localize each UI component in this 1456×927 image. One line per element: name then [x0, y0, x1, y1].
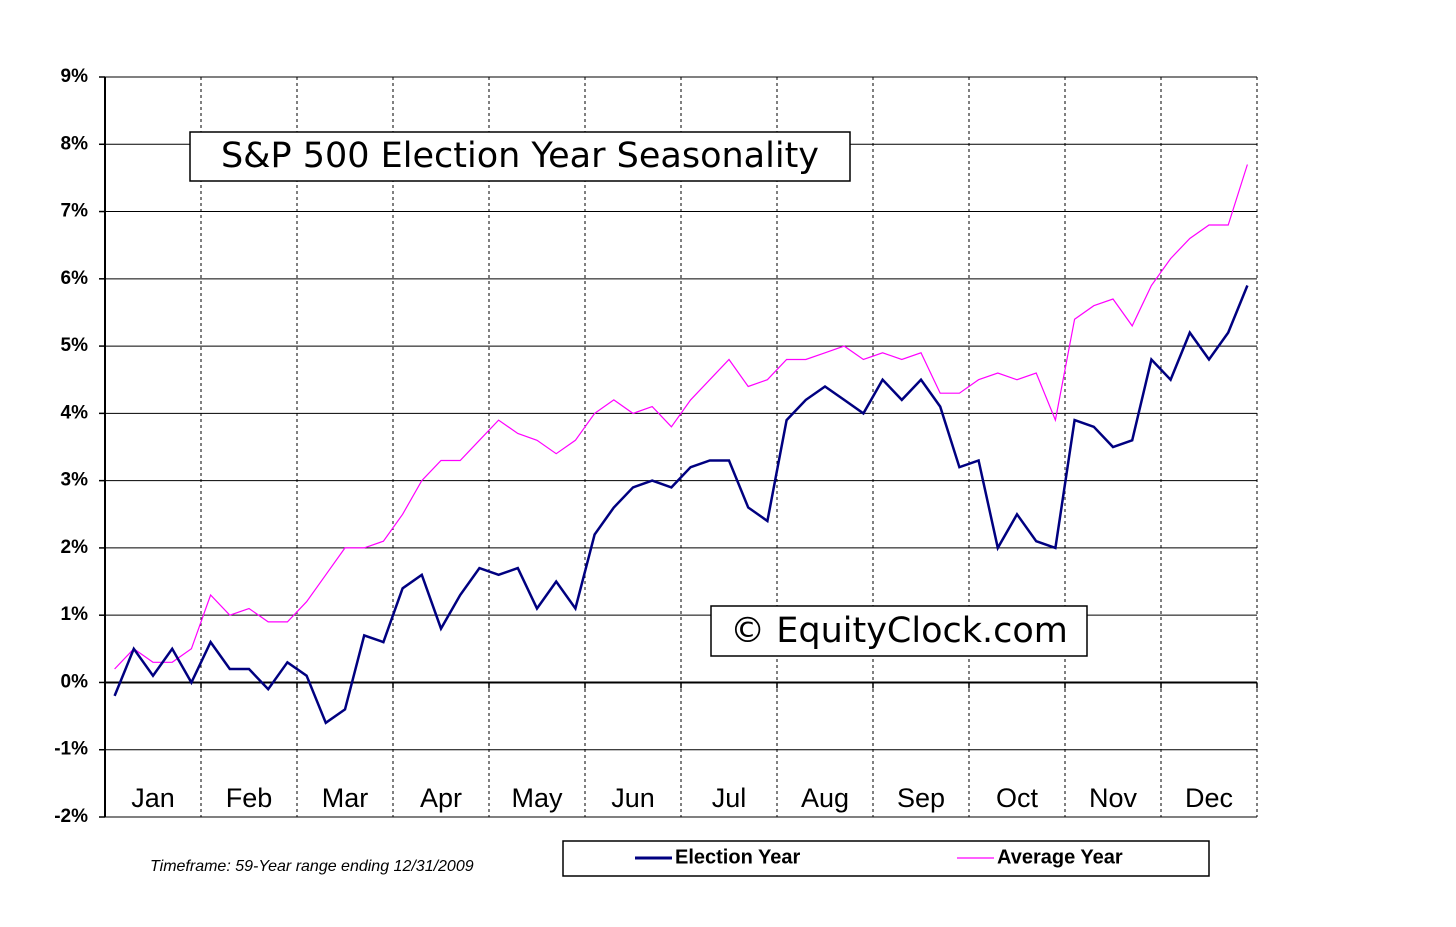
x-tick-label: Oct — [996, 783, 1039, 813]
x-tick-label: Aug — [801, 783, 849, 813]
x-tick-label: Feb — [226, 783, 273, 813]
x-tick-label: Nov — [1089, 783, 1138, 813]
watermark-box — [710, 605, 1088, 657]
watermark: © EquityClock.com — [730, 611, 1068, 651]
x-tick-label: May — [511, 783, 563, 813]
x-tick-label: Mar — [322, 783, 369, 813]
chart-title: S&P 500 Election Year Seasonality — [221, 136, 819, 176]
y-tick-label: -2% — [54, 806, 88, 827]
series-line — [114, 164, 1248, 670]
y-tick-label: 6% — [61, 268, 89, 289]
y-tick-label: 3% — [61, 470, 89, 491]
x-tick-label: Jun — [611, 783, 655, 813]
x-tick-label: Jan — [131, 783, 175, 813]
x-tick-label: Dec — [1185, 783, 1233, 813]
y-tick-label: 1% — [61, 604, 89, 625]
footnote: Timeframe: 59-Year range ending 12/31/20… — [150, 858, 474, 875]
y-tick-label: 2% — [61, 537, 89, 558]
lines — [113, 164, 1249, 725]
series-line — [113, 285, 1249, 725]
title-box — [189, 131, 851, 182]
legend-label: Average Year — [997, 846, 1123, 868]
y-tick-label: 4% — [61, 402, 89, 423]
y-tick-label: 5% — [61, 335, 89, 356]
legend-label: Election Year — [675, 846, 800, 868]
grid — [99, 76, 1258, 818]
y-tick-label: -1% — [54, 739, 88, 760]
x-tick-label: Jul — [712, 783, 747, 813]
x-tick-label: Sep — [897, 783, 945, 813]
y-tick-label: 7% — [61, 201, 89, 222]
x-tick-label: Apr — [420, 783, 462, 813]
y-tick-label: 8% — [61, 133, 89, 154]
y-tick-label: 0% — [61, 671, 89, 692]
y-tick-label: 9% — [61, 66, 89, 87]
